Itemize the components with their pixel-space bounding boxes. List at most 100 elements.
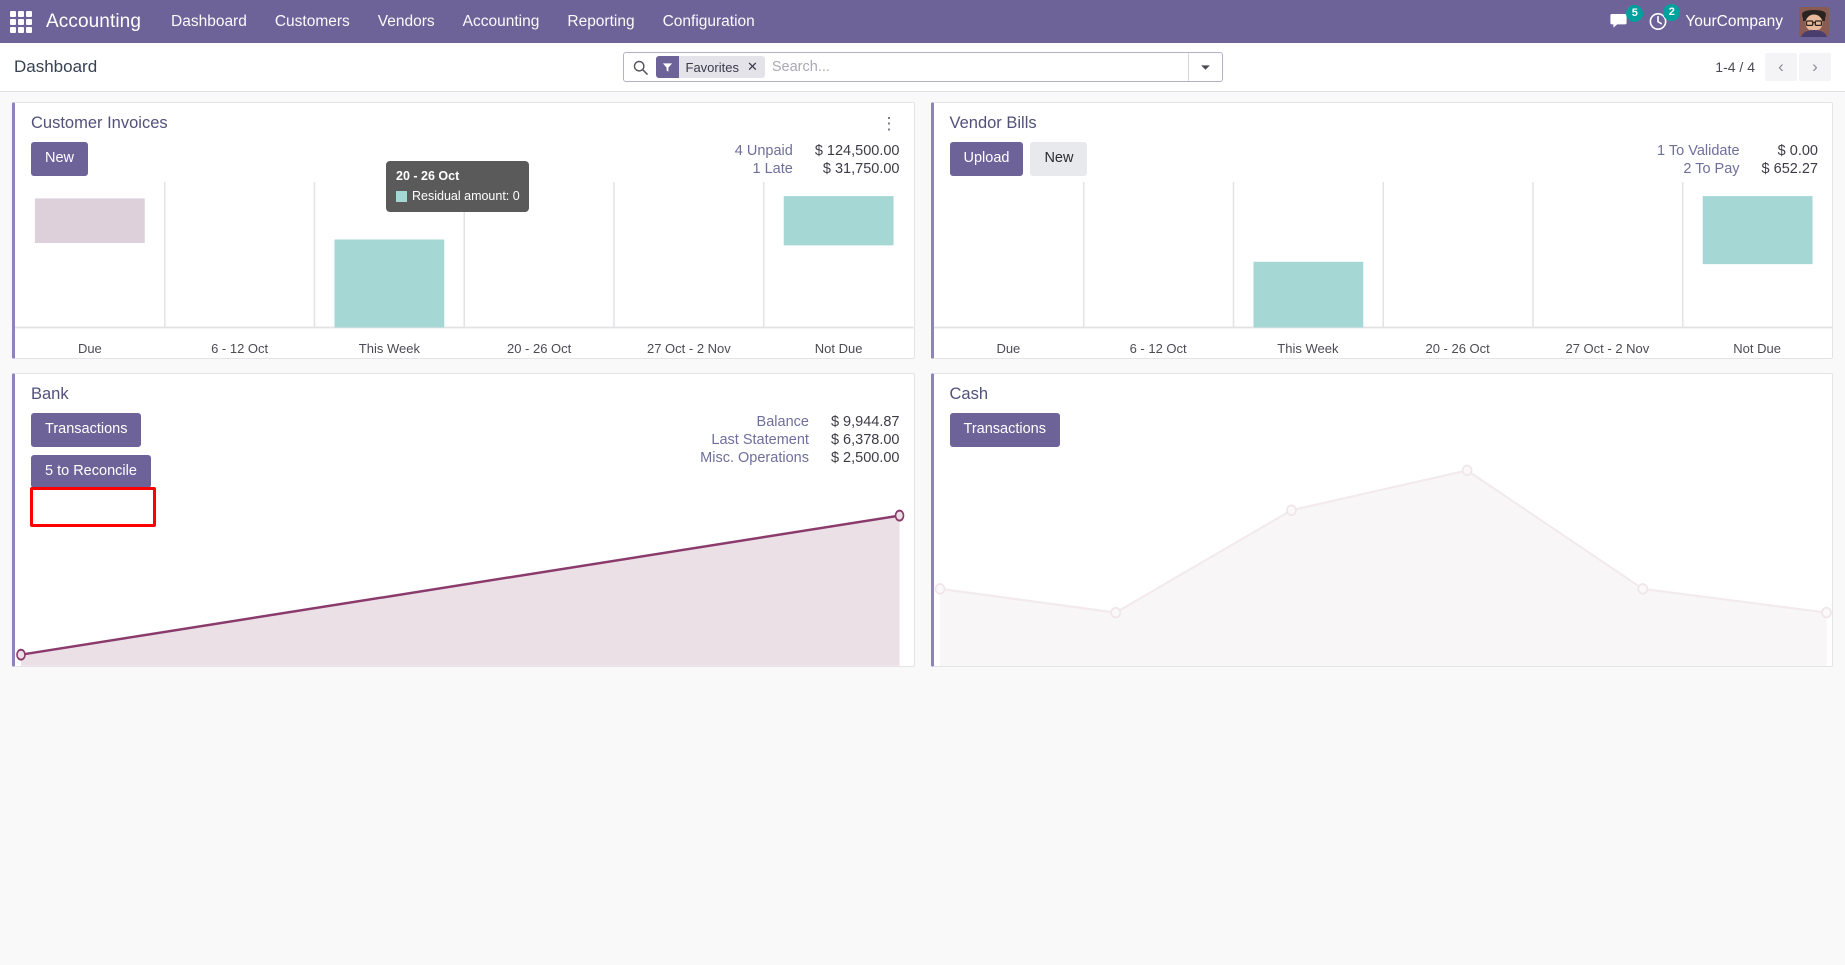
apps-grid-icon[interactable] (8, 9, 34, 35)
x-tick-label: Due (996, 341, 1021, 356)
x-tick-label: Not Due (814, 341, 863, 356)
x-tick-label: 6 - 12 Oct (1129, 341, 1187, 356)
upload-bill-button[interactable]: Upload (949, 142, 1024, 176)
stat-row: Balance $ 9,944.87 (700, 413, 900, 431)
x-tick-label: This Week (358, 341, 420, 356)
chevron-down-icon[interactable] (1187, 53, 1222, 81)
stat-row: 1 To Validate $ 0.00 (1657, 142, 1818, 160)
page-title-cash: Cash (949, 385, 989, 403)
stat-value-unpaid: $ 124,500.00 (814, 143, 900, 159)
close-icon[interactable]: ✕ (744, 56, 765, 78)
x-tick-label: This Week (1277, 341, 1339, 356)
menu-item-accounting[interactable]: Accounting (462, 12, 540, 30)
page-title-customer-invoices: Customer Invoices (31, 114, 168, 132)
bank-transactions-button[interactable]: Transactions (31, 413, 142, 447)
app-brand-accounting[interactable]: Accounting (46, 10, 142, 32)
new-bill-button[interactable]: New (1030, 142, 1088, 176)
stat-label-to-validate[interactable]: 1 To Validate (1657, 143, 1740, 159)
main-menu: Dashboard Customers Vendors Accounting R… (157, 0, 769, 43)
stat-value-to-validate: $ 0.00 (1777, 143, 1818, 159)
stat-label-unpaid[interactable]: 4 Unpaid (734, 143, 793, 159)
reconcile-button[interactable]: 5 to Reconcile (31, 454, 151, 489)
card-actions: Upload New (949, 142, 1088, 176)
card-vendor-bills: Vendor Bills Upload New 1 To Validate $ … (930, 102, 1833, 359)
bill-stats: 1 To Validate $ 0.00 2 To Pay $ 652.27 (1657, 142, 1818, 178)
page-title-bank: Bank (31, 385, 69, 403)
card-bank: Bank Transactions 5 to Reconcile Balance… (12, 373, 915, 667)
menu-item-reporting[interactable]: Reporting (567, 12, 635, 30)
menu-item-vendors[interactable]: Vendors (377, 12, 435, 30)
x-tick-label: 20 - 26 Oct (1425, 341, 1490, 356)
stat-value-late: $ 31,750.00 (822, 161, 900, 177)
stat-label-misc-operations[interactable]: Misc. Operations (700, 450, 809, 466)
cash-transactions-button[interactable]: Transactions (949, 413, 1060, 447)
chevron-left-icon[interactable]: ‹ (1765, 53, 1797, 81)
card-actions: Transactions 5 to Reconcile (31, 413, 151, 489)
pager-count: 1-4 / 4 (1715, 59, 1755, 75)
breadcrumb: Dashboard (14, 57, 98, 76)
stat-row: 2 To Pay $ 652.27 (1657, 160, 1818, 178)
navbar-systray: 5 2 YourCompany (1610, 4, 1833, 37)
control-panel: Dashboard Favorites ✕ (0, 43, 1845, 92)
stat-value-balance: $ 9,944.87 (830, 414, 900, 430)
invoice-stats: 4 Unpaid $ 124,500.00 1 Late $ 31,750.00 (735, 142, 900, 178)
stat-value-misc-operations: $ 2,500.00 (830, 450, 900, 466)
avatar[interactable] (1799, 6, 1829, 37)
card-body: Transactions 5 to Reconcile Balance $ 9,… (15, 404, 914, 489)
card-actions: Transactions (949, 413, 1060, 447)
bar-chart-svg (15, 182, 914, 329)
menu-item-dashboard[interactable]: Dashboard (171, 12, 247, 30)
stat-label-balance[interactable]: Balance (756, 414, 809, 430)
chart-bank-balance-trend[interactable] (15, 492, 914, 666)
card-header: Vendor Bills (934, 103, 1833, 133)
x-axis-labels: Due 6 - 12 Oct This Week 20 - 26 Oct 27 … (934, 341, 1833, 356)
stat-value-to-pay: $ 652.27 (1761, 161, 1818, 177)
card-customer-invoices: Customer Invoices ⋮ New 4 Unpaid $ 124,5… (12, 102, 915, 359)
stat-label-late[interactable]: 1 Late (752, 161, 793, 177)
filter-funnel-icon (655, 56, 679, 78)
x-tick-label: 27 Oct - 2 Nov (1565, 341, 1650, 356)
search-icon (624, 60, 656, 75)
bank-stats: Balance $ 9,944.87 Last Statement $ 6,37… (700, 413, 899, 467)
stat-label-last-statement[interactable]: Last Statement (711, 432, 809, 448)
card-header: Customer Invoices ⋮ (15, 103, 914, 133)
stat-row: 1 Late $ 31,750.00 (735, 160, 900, 178)
card-header: Bank (15, 374, 914, 404)
top-navbar: Accounting Dashboard Customers Vendors A… (0, 0, 1845, 43)
stat-value-last-statement: $ 6,378.00 (830, 432, 900, 448)
x-tick-label: 27 Oct - 2 Nov (646, 341, 731, 356)
x-tick-label: Not Due (1733, 341, 1781, 356)
area-chart-svg (934, 464, 1832, 666)
stat-row: Misc. Operations $ 2,500.00 (700, 449, 899, 467)
search-facet-label: Favorites (678, 56, 745, 78)
area-chart-svg (16, 509, 905, 666)
chevron-right-icon[interactable]: › (1799, 53, 1831, 81)
messages-icon[interactable]: 5 (1610, 4, 1644, 32)
search-panel: Favorites ✕ (622, 52, 1223, 82)
page-title-vendor-bills: Vendor Bills (949, 114, 1037, 132)
chart-customer-invoices-aging[interactable]: Due 6 - 12 Oct This Week 20 - 26 Oct 27 … (15, 161, 914, 358)
chart-cash-balance-trend[interactable] (934, 451, 1833, 666)
pager: 1-4 / 4 ‹ › (1715, 53, 1831, 81)
card-body: Transactions (934, 404, 1833, 447)
x-tick-label: Due (77, 341, 102, 356)
card-header: Cash (934, 374, 1833, 404)
vertical-dots-icon[interactable]: ⋮ (880, 114, 898, 133)
card-body: New 4 Unpaid $ 124,500.00 1 Late $ 31,75… (15, 133, 914, 178)
chart-vendor-bills-aging[interactable]: Due 6 - 12 Oct This Week 20 - 26 Oct 27 … (933, 182, 1833, 358)
dashboard-grid: Customer Invoices ⋮ New 4 Unpaid $ 124,5… (0, 92, 1845, 965)
activity-clock-icon[interactable]: 2 (1648, 4, 1681, 32)
search-input[interactable] (771, 53, 1188, 81)
searchbar[interactable]: Favorites ✕ (622, 52, 1223, 82)
search-facet-favorites[interactable]: Favorites ✕ (655, 56, 765, 78)
new-invoice-button[interactable]: New (31, 142, 89, 176)
user-company-menu[interactable]: YourCompany (1685, 12, 1783, 30)
card-cash: Cash Transactions (930, 373, 1833, 667)
x-tick-label: 6 - 12 Oct (211, 341, 269, 356)
activities-count-badge: 2 (1663, 4, 1681, 21)
x-axis-labels: Due 6 - 12 Oct This Week 20 - 26 Oct 27 … (15, 341, 914, 356)
stat-label-to-pay[interactable]: 2 To Pay (1683, 161, 1740, 177)
menu-item-configuration[interactable]: Configuration (662, 12, 755, 30)
x-tick-label: 20 - 26 Oct (506, 341, 572, 356)
menu-item-customers[interactable]: Customers (274, 12, 350, 30)
